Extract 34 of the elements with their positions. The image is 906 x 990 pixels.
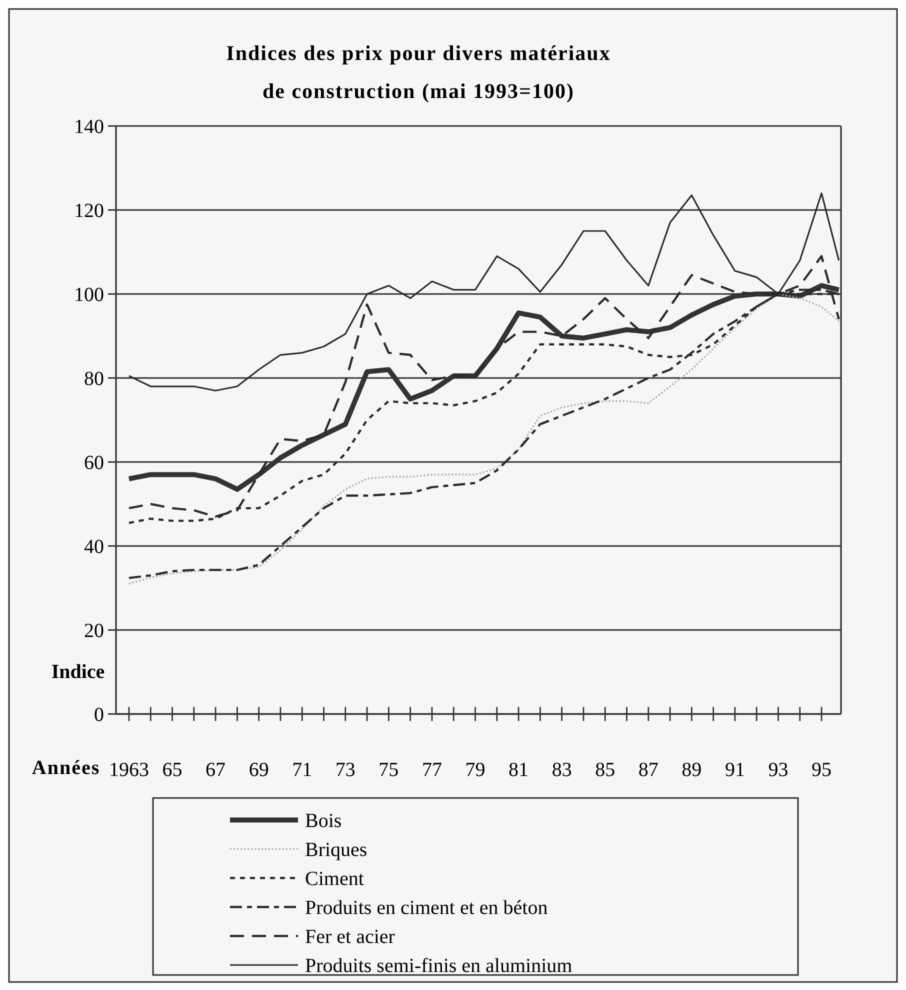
x-tick-label: 75 — [378, 759, 399, 781]
x-tick-label: 1963 — [108, 759, 149, 781]
x-tick-label: 67 — [206, 759, 226, 781]
y-tick-label: 0 — [94, 704, 104, 726]
legend-label: Ciment — [305, 868, 364, 890]
legend-label: Produits en ciment et en béton — [305, 897, 548, 919]
x-tick-label: 83 — [552, 759, 572, 781]
y-tick-label: 120 — [74, 200, 104, 222]
y-tick-label: 20 — [84, 620, 104, 642]
x-tick-label: 89 — [682, 759, 702, 781]
y-axis-title: Indice — [51, 661, 105, 683]
x-tick-label: 71 — [292, 759, 312, 781]
y-tick-label: 60 — [84, 452, 104, 474]
x-axis-title: Années — [32, 757, 100, 779]
x-tick-label: 95 — [812, 759, 832, 781]
x-tick-label: 77 — [422, 759, 442, 781]
x-tick-label: 81 — [508, 759, 529, 781]
x-tick-label: 73 — [335, 759, 356, 781]
x-tick-label: 69 — [248, 759, 269, 781]
y-tick-label: 40 — [84, 536, 104, 558]
x-tick-label: 87 — [638, 759, 658, 781]
legend-label: Bois — [305, 810, 342, 832]
x-tick-label: 65 — [162, 759, 182, 781]
x-tick-label: 93 — [768, 759, 788, 781]
chart-title: Indices des prix pour divers matériaux de construction (mai 1993=100) — [226, 41, 611, 103]
y-tick-label: 140 — [74, 116, 104, 138]
y-tick-label: 80 — [84, 368, 104, 390]
y-tick-label: 100 — [74, 284, 104, 306]
x-tick-label: 91 — [724, 759, 745, 781]
x-tick-label: 79 — [465, 759, 486, 781]
legend-label: Fer et acier — [305, 926, 396, 948]
x-tick-label: 85 — [595, 759, 616, 781]
legend-label: Produits semi-finis en aluminium — [305, 955, 573, 977]
legend-label: Briques — [305, 839, 368, 861]
